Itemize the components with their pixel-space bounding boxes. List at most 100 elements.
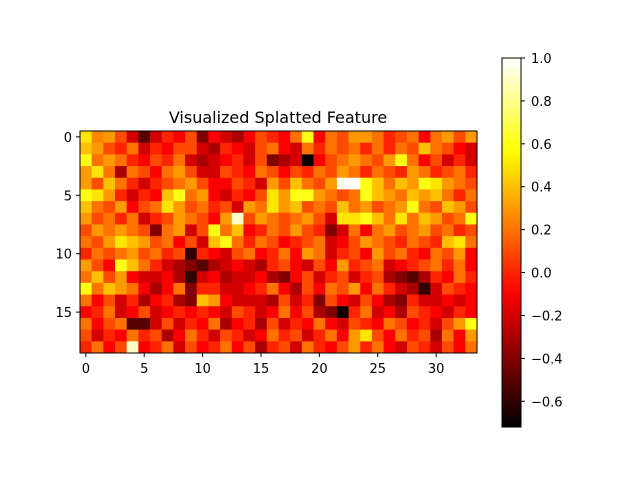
heatmap-cell <box>80 189 93 202</box>
heatmap-cell <box>138 317 151 331</box>
heatmap-cell <box>383 271 396 284</box>
heatmap-cell <box>231 294 244 307</box>
heatmap-cell <box>185 189 198 202</box>
heatmap-cell <box>138 306 151 319</box>
heatmap-cell <box>126 341 139 354</box>
heatmap-cell <box>80 329 93 342</box>
heatmap-cell <box>371 282 385 296</box>
heatmap-cell <box>243 154 256 167</box>
heatmap-cell <box>266 341 279 354</box>
heatmap-cell <box>371 189 385 202</box>
heatmap-cell <box>103 236 116 249</box>
heatmap-cell <box>383 201 396 214</box>
heatmap-cell <box>453 212 466 225</box>
heatmap-cell <box>115 341 128 354</box>
heatmap-cell <box>126 236 139 249</box>
heatmap-cell <box>115 224 128 237</box>
heatmap-cell <box>80 306 93 319</box>
heatmap-cell <box>161 224 174 237</box>
heatmap-cell <box>313 306 326 319</box>
heatmap-cell <box>336 282 350 296</box>
heatmap-cell <box>266 294 279 307</box>
heatmap-cell <box>348 142 361 155</box>
heatmap-cell <box>266 247 279 261</box>
heatmap-cell <box>348 189 361 202</box>
heatmap-cell <box>266 212 279 225</box>
heatmap-cell <box>115 142 128 155</box>
heatmap-cell <box>313 166 326 179</box>
heatmap-cell <box>243 131 256 144</box>
heatmap-cell <box>348 131 361 144</box>
heatmap-cell <box>208 166 221 179</box>
heatmap-cell <box>150 247 163 261</box>
heatmap-cell <box>80 154 93 167</box>
heatmap-cell <box>103 259 116 272</box>
heatmap-cell <box>208 201 221 214</box>
heatmap-cell <box>80 317 93 331</box>
heatmap-cell <box>91 154 104 167</box>
heatmap-cell <box>360 306 373 319</box>
heatmap-cell <box>430 341 443 354</box>
heatmap-cell <box>453 306 466 319</box>
heatmap-cell <box>91 317 104 331</box>
colorbar-tick-label: 0.8 <box>531 95 552 110</box>
colorbar-tick-label: −0.6 <box>531 395 563 410</box>
heatmap-cell <box>185 142 198 155</box>
heatmap-cell <box>173 189 186 202</box>
heatmap-cell <box>336 271 350 284</box>
heatmap-cell <box>103 306 116 319</box>
heatmap-cell <box>371 271 385 284</box>
heatmap-cell <box>173 294 186 307</box>
heatmap-cell <box>208 212 221 225</box>
heatmap-cell <box>208 271 221 284</box>
heatmap-cell <box>115 236 128 249</box>
heatmap-cell <box>418 282 431 296</box>
heatmap-cell <box>441 142 455 155</box>
heatmap-cell <box>208 329 221 342</box>
heatmap-cell <box>348 201 361 214</box>
heatmap-cell <box>313 131 326 144</box>
heatmap-cell <box>220 317 233 331</box>
heatmap-cell <box>138 142 151 155</box>
heatmap-cell <box>126 317 139 331</box>
heatmap-cell <box>371 317 385 331</box>
heatmap-cell <box>266 317 279 331</box>
heatmap-cell <box>430 212 443 225</box>
heatmap-cell <box>231 131 244 144</box>
heatmap-cell <box>103 131 116 144</box>
heatmap-cell <box>80 166 93 179</box>
heatmap-cell <box>278 247 291 261</box>
heatmap-cell <box>301 236 315 249</box>
heatmap-cell <box>185 306 198 319</box>
heatmap-cell <box>150 294 163 307</box>
heatmap-cell <box>173 201 186 214</box>
heatmap-cell <box>243 259 256 272</box>
y-axis: 0 5 10 15 <box>55 131 80 321</box>
heatmap-cell <box>406 142 420 155</box>
heatmap-cell <box>301 247 315 261</box>
heatmap-cell <box>115 201 128 214</box>
heatmap-cell <box>255 247 268 261</box>
heatmap-cell <box>173 131 186 144</box>
heatmap-cell <box>150 317 163 331</box>
heatmap-cell <box>301 329 315 342</box>
heatmap-cell <box>231 259 244 272</box>
heatmap-cell <box>91 247 104 261</box>
heatmap-cell <box>290 341 303 354</box>
heatmap-cell <box>243 142 256 155</box>
heatmap-cell <box>266 131 279 144</box>
heatmap-cell <box>91 166 104 179</box>
heatmap-cell <box>301 177 315 190</box>
colorbar-tick-label: 1.0 <box>531 52 552 67</box>
heatmap-cell <box>395 212 408 225</box>
heatmap-cell <box>103 341 116 354</box>
heatmap-cell <box>290 282 303 296</box>
heatmap-cell <box>301 166 315 179</box>
heatmap-cell <box>243 282 256 296</box>
heatmap-cell <box>465 224 478 237</box>
heatmap-cell <box>103 142 116 155</box>
heatmap-cell <box>430 131 443 144</box>
heatmap-cell <box>383 294 396 307</box>
heatmap-cell <box>290 294 303 307</box>
heatmap-cell <box>196 201 209 214</box>
